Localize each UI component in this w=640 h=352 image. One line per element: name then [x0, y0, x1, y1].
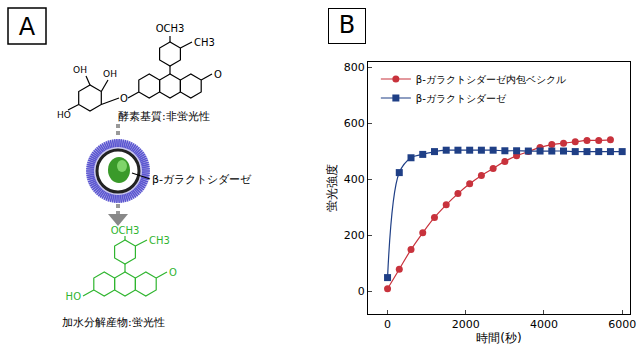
svg-text:OCH3: OCH3 — [111, 225, 140, 236]
html-text:B: B — [338, 11, 356, 39]
svg-text:400: 400 — [344, 173, 365, 186]
svg-text:4000: 4000 — [530, 318, 558, 331]
svg-text:β-ガラクトシダーゼ内包ベシクル: β-ガラクトシダーゼ内包ベシクル — [416, 74, 566, 85]
svg-text:時間(秒): 時間(秒) — [476, 331, 521, 345]
svg-text:0: 0 — [384, 318, 391, 331]
svg-text:β-ガラクトシダーゼ: β-ガラクトシダーゼ — [416, 93, 507, 104]
svg-text:OCH3: OCH3 — [156, 23, 185, 34]
svg-text:蛍光強度: 蛍光強度 — [325, 164, 339, 212]
svg-text:0: 0 — [358, 285, 365, 298]
svg-text:O: O — [169, 267, 177, 278]
svg-text:200: 200 — [344, 229, 365, 242]
svg-text:6000: 6000 — [608, 318, 636, 331]
svg-text:HO: HO — [57, 110, 71, 120]
svg-text:OH: OH — [103, 69, 117, 79]
svg-text:CH3: CH3 — [149, 235, 170, 246]
svg-text:HO: HO — [66, 291, 82, 302]
svg-text:600: 600 — [344, 117, 365, 130]
svg-text:O: O — [214, 69, 222, 80]
svg-text:酵素基質:非蛍光性: 酵素基質:非蛍光性 — [118, 110, 210, 123]
svg-text:O: O — [120, 93, 128, 104]
svg-text:β-ガラクトシダーゼ: β-ガラクトシダーゼ — [152, 173, 252, 186]
svg-text:A: A — [19, 13, 36, 41]
svg-text:加水分解産物:蛍光性: 加水分解産物:蛍光性 — [62, 316, 165, 329]
svg-text:2000: 2000 — [452, 318, 480, 331]
svg-text:800: 800 — [344, 61, 365, 74]
svg-text:CH3: CH3 — [194, 37, 215, 48]
svg-text:OH: OH — [73, 65, 87, 75]
